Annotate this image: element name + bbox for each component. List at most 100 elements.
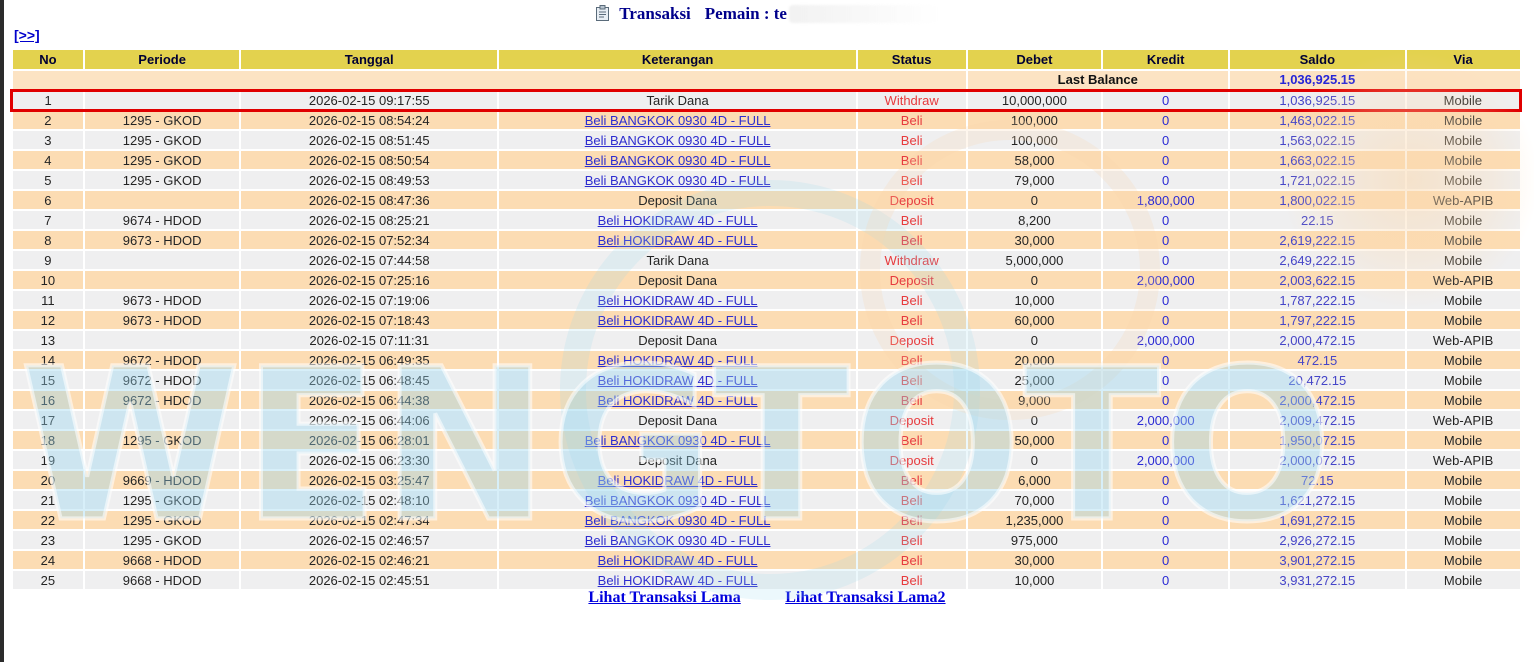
bet-detail-link[interactable]: Beli HOKIDRAW 4D - FULL: [597, 392, 758, 408]
cell-kredit: 0: [1101, 469, 1231, 491]
cell-saldo: 1,800,022.15: [1228, 189, 1407, 211]
bet-detail-link[interactable]: Beli BANGKOK 0930 4D - FULL: [584, 172, 771, 188]
transaction-row: 12 9673 - HDOD 2026-02-15 07:18:43 Beli …: [10, 309, 1522, 331]
bet-detail-link[interactable]: Beli HOKIDRAW 4D - FULL: [597, 292, 758, 308]
col-header-periode: Periode: [83, 48, 241, 71]
transaction-row: 24 9668 - HDOD 2026-02-15 02:46:21 Beli …: [10, 549, 1522, 571]
cell-via: Mobile: [1404, 389, 1522, 411]
cell-kredit: 0: [1101, 149, 1231, 171]
transaction-row: 4 1295 - GKOD 2026-02-15 08:50:54 Beli B…: [10, 149, 1522, 171]
cell-status: Beli: [855, 569, 968, 591]
bet-detail-link[interactable]: Beli HOKIDRAW 4D - FULL: [597, 472, 758, 488]
cell-debet: 58,000: [965, 149, 1104, 171]
cell-via: Mobile: [1404, 88, 1522, 112]
cell-no: 4: [10, 149, 86, 171]
cell-kredit: 0: [1101, 529, 1231, 551]
cell-periode: [83, 88, 241, 112]
cell-status: Beli: [855, 309, 968, 331]
cell-tanggal: 2026-02-15 08:25:21: [238, 209, 500, 231]
cell-kredit: 0: [1101, 369, 1231, 391]
cell-tanggal: 2026-02-15 06:44:38: [238, 389, 500, 411]
bet-detail-link[interactable]: Beli BANGKOK 0930 4D - FULL: [584, 432, 771, 448]
cell-kredit: 2,000,000: [1101, 269, 1231, 291]
cell-status: Beli: [855, 429, 968, 451]
cell-keterangan: Tarik Dana: [497, 88, 858, 112]
cell-via: Mobile: [1404, 429, 1522, 451]
cell-keterangan: Beli BANGKOK 0930 4D - FULL: [497, 429, 858, 451]
transactions-body: Last Balance 1,036,925.15 1 2026-02-15 0…: [10, 69, 1522, 591]
cell-status: Withdraw: [855, 88, 968, 112]
cell-saldo: 2,009,472.15: [1228, 409, 1407, 431]
bet-detail-link[interactable]: Beli HOKIDRAW 4D - FULL: [597, 552, 758, 568]
cell-saldo: 472.15: [1228, 349, 1407, 371]
cell-saldo: 1,036,925.15: [1228, 88, 1407, 112]
cell-saldo: 1,787,222.15: [1228, 289, 1407, 311]
cell-tanggal: 2026-02-15 08:50:54: [238, 149, 500, 171]
cell-status: Beli: [855, 489, 968, 511]
transaction-row: 23 1295 - GKOD 2026-02-15 02:46:57 Beli …: [10, 529, 1522, 551]
bet-detail-link[interactable]: Beli HOKIDRAW 4D - FULL: [597, 232, 758, 248]
bet-detail-link[interactable]: Beli BANGKOK 0930 4D - FULL: [584, 512, 771, 528]
cell-debet: 50,000: [965, 429, 1104, 451]
col-header-keterangan: Keterangan: [497, 48, 858, 71]
cell-status: Beli: [855, 129, 968, 151]
cell-keterangan: Beli BANGKOK 0930 4D - FULL: [497, 129, 858, 151]
bet-detail-link[interactable]: Beli HOKIDRAW 4D - FULL: [597, 572, 758, 588]
transaction-row: 19 2026-02-15 06:23:30 Deposit Dana Depo…: [10, 449, 1522, 471]
cell-kredit: 0: [1101, 229, 1231, 251]
cell-keterangan: Deposit Dana: [497, 409, 858, 431]
cell-status: Beli: [855, 529, 968, 551]
cell-via: Mobile: [1404, 229, 1522, 251]
bet-detail-link[interactable]: Beli BANGKOK 0930 4D - FULL: [584, 132, 771, 148]
transaction-row: 8 9673 - HDOD 2026-02-15 07:52:34 Beli H…: [10, 229, 1522, 251]
cell-periode: 9673 - HDOD: [83, 309, 241, 331]
cell-saldo: 2,649,222.15: [1228, 249, 1407, 271]
cell-kredit: 2,000,000: [1101, 329, 1231, 351]
bet-detail-link[interactable]: Beli BANGKOK 0930 4D - FULL: [584, 492, 771, 508]
col-header-status: Status: [855, 48, 968, 71]
cell-saldo: 1,663,022.15: [1228, 149, 1407, 171]
screen-left-edge: [0, 0, 4, 662]
cell-status: Beli: [855, 169, 968, 191]
cell-debet: 10,000,000: [965, 88, 1104, 112]
cell-keterangan: Beli HOKIDRAW 4D - FULL: [497, 309, 858, 331]
cell-debet: 10,000: [965, 289, 1104, 311]
old-transactions-link[interactable]: Lihat Transaksi Lama: [588, 589, 741, 606]
bet-detail-link[interactable]: Beli HOKIDRAW 4D - FULL: [597, 312, 758, 328]
cell-status: Withdraw: [855, 249, 968, 271]
cell-keterangan: Beli HOKIDRAW 4D - FULL: [497, 289, 858, 311]
cell-via: Mobile: [1404, 129, 1522, 151]
bet-detail-link[interactable]: Beli HOKIDRAW 4D - FULL: [597, 352, 758, 368]
cell-keterangan: Beli BANGKOK 0930 4D - FULL: [497, 149, 858, 171]
cell-kredit: 0: [1101, 509, 1231, 531]
cell-kredit: 1,800,000: [1101, 189, 1231, 211]
cell-no: 10: [10, 269, 86, 291]
cell-via: Mobile: [1404, 309, 1522, 331]
bet-detail-link[interactable]: Beli HOKIDRAW 4D - FULL: [597, 372, 758, 388]
cell-debet: 8,200: [965, 209, 1104, 231]
bet-detail-link[interactable]: Beli BANGKOK 0930 4D - FULL: [584, 152, 771, 168]
more-transactions-link[interactable]: [>>]: [14, 27, 40, 43]
transaction-row: 18 1295 - GKOD 2026-02-15 06:28:01 Beli …: [10, 429, 1522, 451]
cell-debet: 100,000: [965, 109, 1104, 131]
bet-detail-link[interactable]: Beli BANGKOK 0930 4D - FULL: [584, 532, 771, 548]
cell-kredit: 0: [1101, 88, 1231, 112]
old-transactions2-link[interactable]: Lihat Transaksi Lama2: [785, 589, 946, 606]
transaction-row: 22 1295 - GKOD 2026-02-15 02:47:34 Beli …: [10, 509, 1522, 531]
cell-kredit: 0: [1101, 489, 1231, 511]
footer-links: Lihat Transaksi Lama Lihat Transaksi Lam…: [0, 589, 1534, 607]
cell-periode: [83, 189, 241, 211]
cell-no: 6: [10, 189, 86, 211]
cell-via: Web-APIB: [1404, 449, 1522, 471]
cell-keterangan: Tarik Dana: [497, 249, 858, 271]
cell-kredit: 0: [1101, 209, 1231, 231]
cell-periode: 9673 - HDOD: [83, 229, 241, 251]
cell-status: Beli: [855, 549, 968, 571]
cell-no: 24: [10, 549, 86, 571]
bet-detail-link[interactable]: Beli BANGKOK 0930 4D - FULL: [584, 112, 771, 128]
cell-keterangan: Deposit Dana: [497, 329, 858, 351]
cell-status: Deposit: [855, 329, 968, 351]
cell-debet: 0: [965, 329, 1104, 351]
transaction-row: 20 9669 - HDOD 2026-02-15 03:25:47 Beli …: [10, 469, 1522, 491]
bet-detail-link[interactable]: Beli HOKIDRAW 4D - FULL: [597, 212, 758, 228]
